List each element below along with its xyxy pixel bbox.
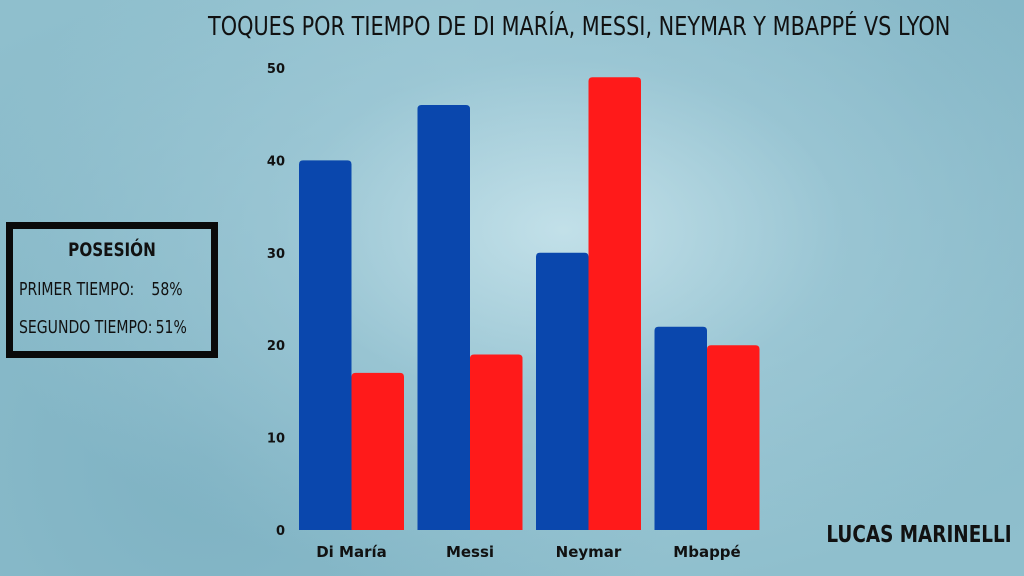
y-tick-label: 10	[267, 432, 285, 447]
bar-red-messi	[470, 354, 523, 530]
bar-blue-di-mar-a	[299, 160, 352, 530]
x-axis-labels: Di María Messi Neymar Mbappé	[316, 543, 740, 561]
possession-label: SEGUNDO TIEMPO:	[19, 317, 153, 338]
y-axis-ticks: 0 10 20 30 40 50	[267, 62, 285, 539]
y-tick-label: 40	[267, 154, 285, 169]
possession-label: PRIMER TIEMPO:	[19, 279, 135, 300]
bar-red-neymar	[588, 77, 641, 531]
x-category-label: Neymar	[556, 543, 622, 561]
y-tick-label: 50	[267, 62, 285, 77]
y-tick-label: 0	[276, 524, 285, 539]
y-tick-label: 20	[267, 339, 285, 354]
bar-red-mbapp-	[707, 345, 760, 530]
chart-title: TOQUES POR TIEMPO DE DI MARÍA, MESSI, NE…	[208, 12, 951, 42]
bar-blue-neymar	[536, 252, 589, 531]
possession-row-second-half: SEGUNDO TIEMPO: 51%	[19, 317, 187, 338]
possession-box: POSESIÓN PRIMER TIEMPO: 58% SEGUNDO TIEMP…	[6, 222, 218, 358]
possession-row-first-half: PRIMER TIEMPO: 58%	[19, 279, 183, 300]
possession-heading: POSESIÓN	[68, 239, 156, 261]
possession-value: 51%	[155, 317, 187, 338]
x-category-label: Messi	[446, 543, 494, 561]
author-credit: LUCAS MARINELLI	[826, 522, 1012, 548]
bars-group	[299, 77, 760, 531]
bar-blue-mbapp-	[654, 326, 707, 530]
x-category-label: Mbappé	[673, 543, 740, 561]
bar-blue-messi	[417, 104, 470, 531]
possession-value: 58%	[151, 279, 183, 300]
y-tick-label: 30	[267, 247, 285, 262]
bar-red-di-mar-a	[351, 372, 404, 530]
x-category-label: Di María	[316, 543, 387, 561]
